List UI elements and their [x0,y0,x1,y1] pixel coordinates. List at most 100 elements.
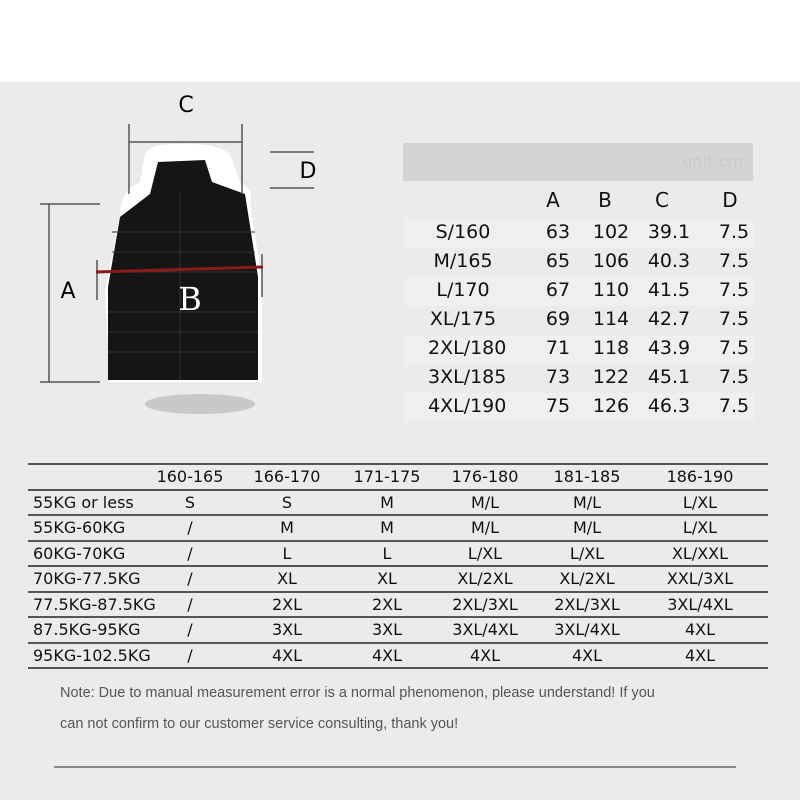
measurement-cell: 7.5 [718,366,750,388]
size-cell: 2XL [271,594,303,614]
vest-shadow [145,394,255,414]
size-cell: 3XL/4XL [667,594,733,614]
size-cell: / [187,594,193,614]
size-cell: / [187,645,193,665]
measurement-cell: 46.3 [647,395,691,417]
size-cell: 4XL [271,645,303,665]
size-cell: L/XL [569,543,605,563]
column-header-c: C [655,188,669,212]
size-cell: 3XL/4XL [452,620,518,639]
measurement-cell: 69 [545,308,571,330]
label-a: A [60,279,75,304]
measurement-cell: 110 [592,279,630,301]
column-header-b: B [598,188,612,212]
note-line-2: can not confirm to our customer service … [60,716,459,732]
measurement-cell: 7.5 [718,395,750,417]
size-cell: 4XL [371,645,403,665]
size-cell: L [382,543,392,563]
measurement-row: S/160 63 102 39.1 7.5 [404,219,754,248]
measurement-cell: 43.9 [647,337,691,359]
label-c: C [178,93,193,118]
measurement-cell: 40.3 [647,250,691,272]
height-header: 166-170 [253,467,321,486]
size-cell: 2XL [371,594,403,614]
size-guide-header-row: 160-165 166-170 171-175 176-180 181-185 186-1… [28,463,768,489]
size-cell: / [187,620,193,639]
measurement-cell: 7.5 [718,337,750,359]
measurement-row: XL/175 69 114 42.7 7.5 [404,306,754,335]
weight-label: 55KG or less [33,492,134,512]
size-guide-row: 95KG-102.5KG / 4XL 4XL 4XL 4XL 4XL [28,641,768,668]
size-label: L/170 [436,279,490,301]
measurement-cell: 39.1 [647,221,691,243]
size-cell: XL/2XL [559,569,615,588]
measurement-cell: 41.5 [647,279,691,301]
measurement-cell: 65 [545,250,571,272]
measurement-cell: 7.5 [718,250,750,272]
height-header: 186-190 [666,467,734,486]
measurement-cell: 71 [545,337,571,359]
size-cell: M/L [470,492,500,512]
size-cell: M/L [572,518,602,537]
measurement-row: 3XL/185 73 122 45.1 7.5 [404,364,754,393]
size-cell: XL/2XL [457,569,513,588]
measurement-cell: 63 [545,221,571,243]
measurement-cell: 102 [592,221,630,243]
size-cell: 2XL/3XL [554,594,620,614]
size-label: XL/175 [429,308,497,330]
weight-label: 60KG-70KG [33,543,126,563]
size-cell: L/XL [467,543,503,563]
note: Note: Due to manual measurement error is… [60,678,780,740]
size-cell: L/XL [682,492,718,512]
size-label: 4XL/190 [428,395,507,417]
size-guide-row: 55KG-60KG / M M M/L M/L L/XL [28,514,768,540]
size-cell: M [380,492,394,512]
size-cell: XL/XXL [671,543,729,563]
size-guide-row: 70KG-77.5KG / XL XL XL/2XL XL/2XL XXL/3XL [28,565,768,591]
size-cell: XL [277,569,297,588]
unit-header-bar: unit:cm [403,143,753,181]
measurement-row: 2XL/180 71 118 43.9 7.5 [404,335,754,364]
table-bottom-border [28,667,768,669]
divider [54,766,736,768]
size-guide-row: 60KG-70KG / L L L/XL L/XL XL/XXL [28,539,768,566]
size-cell: 4XL [684,620,716,639]
measurement-cell: 7.5 [718,308,750,330]
size-cell: S [281,492,293,512]
size-cell: XL [377,569,397,588]
size-cell: L/XL [682,518,718,537]
measurement-row: M/165 65 106 40.3 7.5 [404,248,754,277]
size-label: 2XL/180 [428,337,507,359]
height-header: 176-180 [451,467,519,486]
measurement-cell: 7.5 [718,221,750,243]
size-guide-table: 160-165 166-170 171-175 176-180 181-185 186-1… [28,463,768,669]
measurement-cell: 106 [592,250,630,272]
size-cell: 2XL/3XL [452,594,518,614]
size-cell: M/L [470,518,500,537]
label-d: D [300,159,317,184]
column-header-a: A [546,188,560,212]
size-cell: 3XL/4XL [554,620,620,639]
measurement-cell: 118 [592,337,630,359]
measurement-cell: 126 [592,395,630,417]
measurement-cell: 75 [545,395,571,417]
measurement-cell: 7.5 [718,279,750,301]
size-cell: L [282,543,292,563]
size-label: 3XL/185 [428,366,507,388]
weight-label: 77.5KG-87.5KG [33,594,156,614]
weight-label: 55KG-60KG [33,518,126,537]
size-cell: 4XL [684,645,716,665]
size-cell: 4XL [571,645,603,665]
height-header: 181-185 [553,467,621,486]
size-cell: 4XL [469,645,501,665]
height-header: 160-165 [156,467,224,486]
height-header: 171-175 [353,467,421,486]
unit-label: unit:cm [682,152,743,171]
size-label: M/165 [433,250,493,272]
size-cell: / [187,518,193,537]
size-cell: / [187,569,193,588]
size-guide-row: 87.5KG-95KG / 3XL 3XL 3XL/4XL 3XL/4XL 4XL [28,616,768,642]
measurement-cell: 114 [592,308,630,330]
vest-measurement-diagram: C D A B [40,93,317,414]
size-cell: S [184,492,196,512]
